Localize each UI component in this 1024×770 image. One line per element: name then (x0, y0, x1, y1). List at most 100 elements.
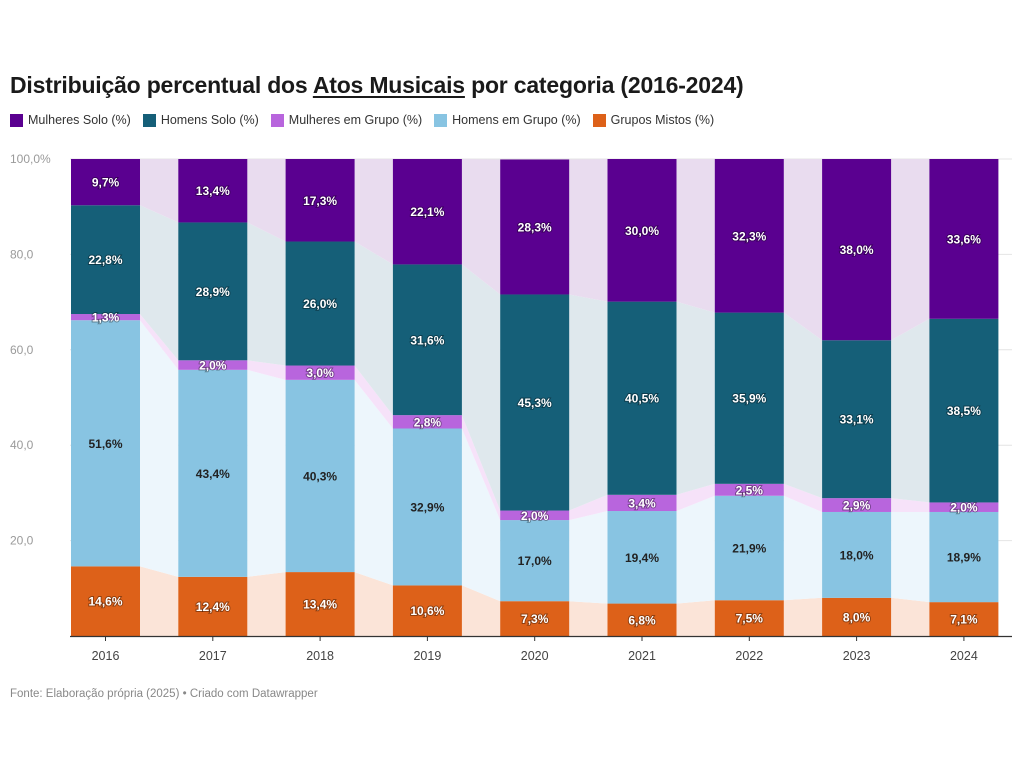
legend-label: Homens em Grupo (%) (452, 113, 581, 127)
bar-grupos-mistos-2020 (500, 601, 570, 636)
bar-homens-em-grupo-2017 (178, 369, 248, 577)
bar-mulheres-em-grupo-2017 (178, 360, 248, 370)
legend-item-mulheres-solo: Mulheres Solo (%) (10, 113, 131, 127)
legend-label: Grupos Mistos (%) (610, 113, 715, 127)
data-label: 32,9% (410, 500, 444, 514)
bar-homens-em-grupo-2016 (71, 320, 140, 567)
bar-grupos-mistos-2016 (71, 566, 140, 636)
legend-swatch (270, 113, 284, 127)
band-grupos-mistos (783, 597, 823, 636)
band-homens-solo (569, 294, 608, 511)
bar-homens-solo-2017 (178, 222, 248, 361)
bar-mulheres-em-grupo-2021 (607, 494, 677, 512)
data-label: 10,6% (410, 604, 444, 618)
x-tick-label: 2019 (413, 649, 441, 663)
legend-item-homens-em-grupo: Homens em Grupo (%) (434, 113, 581, 127)
bar-mulheres-em-grupo-2016 (71, 314, 140, 321)
band-homens-em-grupo (461, 428, 501, 602)
bar-mulheres-solo-2024 (929, 159, 999, 319)
data-label: 22,8% (88, 253, 122, 267)
bar-grupos-mistos-2023 (822, 597, 892, 636)
legend-label: Mulheres em Grupo (%) (288, 113, 423, 127)
chart-legend: Mulheres Solo (%) Homens Solo (%) Mulheres… (10, 113, 726, 127)
data-label: 26,0% (303, 297, 337, 311)
bar-homens-solo-2024 (929, 318, 999, 503)
bar-homens-em-grupo-2021 (607, 511, 677, 604)
x-tick-label: 2023 (843, 649, 871, 663)
stacked-bar-chart: 20,0 40,0 60,0 80,0 100,0% 14,6% 12,4% 13,4% 10… (10, 152, 1012, 663)
bar-mulheres-em-grupo-2023 (822, 498, 892, 512)
band-homens-em-grupo (247, 369, 286, 577)
bar-homens-em-grupo-2018 (285, 379, 355, 573)
data-label: 13,4% (303, 598, 337, 612)
bar-grupos-mistos-2022 (714, 600, 784, 636)
band-homens-em-grupo (354, 379, 393, 586)
data-label: 21,9% (732, 541, 766, 555)
data-label: 28,9% (196, 285, 230, 299)
band-mulheres-em-grupo (247, 360, 286, 380)
x-tick-label: 2021 (628, 649, 656, 663)
bar-homens-solo-2020 (500, 294, 570, 511)
bar-grupos-mistos-2019 (392, 585, 462, 636)
band-homens-em-grupo (891, 512, 930, 603)
legend-item-mulheres-em-grupo: Mulheres em Grupo (%) (270, 113, 423, 127)
data-label: 3,0% (306, 366, 334, 380)
bar-homens-solo-2019 (392, 264, 462, 416)
band-grupos-mistos (891, 597, 930, 636)
data-label: 12,4% (196, 600, 230, 614)
band-mulheres-solo (461, 159, 501, 295)
bar-mulheres-em-grupo-2022 (714, 483, 784, 496)
bar-mulheres-solo-2023 (822, 159, 892, 341)
data-label: 30,0% (625, 224, 659, 238)
bar-mulheres-solo-2016 (71, 159, 140, 206)
bar-homens-solo-2018 (285, 241, 355, 366)
data-label: 2,8% (414, 415, 442, 429)
x-tick-label: 2020 (521, 649, 549, 663)
bar-mulheres-em-grupo-2024 (929, 502, 999, 512)
bar-grupos-mistos-2018 (285, 572, 355, 636)
band-homens-solo (676, 301, 715, 495)
data-label: 32,3% (732, 229, 766, 243)
band-grupos-mistos (140, 566, 179, 636)
band-homens-em-grupo (140, 320, 179, 577)
band-homens-solo (891, 318, 930, 503)
chart-title-start: Distribuição percentual dos (10, 72, 313, 98)
legend-item-homens-solo: Homens Solo (%) (142, 113, 259, 127)
bar-mulheres-solo-2018 (285, 159, 355, 242)
y-tick-label: 60,0 (10, 343, 34, 357)
band-mulheres-em-grupo (140, 314, 179, 370)
data-label: 33,1% (840, 413, 874, 427)
band-mulheres-em-grupo (676, 483, 715, 511)
bar-homens-solo-2016 (71, 205, 140, 315)
y-tick-label: 100,0% (10, 152, 51, 166)
legend-swatch (434, 113, 448, 127)
bar-homens-em-grupo-2023 (822, 511, 892, 598)
band-mulheres-solo (783, 159, 823, 341)
band-mulheres-solo (676, 159, 715, 313)
band-grupos-mistos (569, 601, 608, 636)
data-label: 1,3% (92, 311, 120, 325)
band-mulheres-solo (140, 159, 179, 223)
bar-homens-em-grupo-2019 (392, 428, 462, 586)
data-label: 2,0% (950, 501, 978, 515)
data-label: 40,5% (625, 392, 659, 406)
bar-homens-solo-2022 (714, 312, 784, 484)
band-grupos-mistos (676, 600, 715, 636)
chart-title: Distribuição percentual dos Atos Musicai… (10, 72, 744, 99)
chart-title-end: por categoria (2016-2024) (464, 72, 744, 98)
band-homens-em-grupo (783, 495, 823, 601)
data-label: 35,9% (732, 392, 766, 406)
data-label: 38,0% (840, 243, 874, 257)
bar-mulheres-solo-2017 (178, 159, 248, 223)
data-label: 3,4% (628, 496, 656, 510)
data-label: 51,6% (88, 437, 122, 451)
y-tick-label: 20,0 (10, 534, 34, 548)
x-tick-label: 2017 (199, 649, 227, 663)
y-tick-label: 80,0 (10, 247, 34, 261)
x-tick-label: 2024 (950, 649, 978, 663)
band-homens-solo (783, 312, 823, 499)
data-label: 33,6% (947, 232, 981, 246)
x-tick-label: 2018 (306, 649, 334, 663)
data-label: 18,0% (840, 548, 874, 562)
band-homens-em-grupo (676, 495, 715, 604)
